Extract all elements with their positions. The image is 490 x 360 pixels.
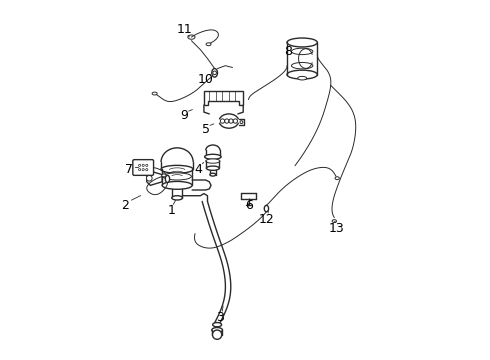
- Circle shape: [213, 330, 222, 339]
- Ellipse shape: [292, 63, 313, 69]
- Text: 7: 7: [125, 163, 133, 176]
- Ellipse shape: [162, 181, 192, 189]
- Ellipse shape: [163, 173, 192, 180]
- Ellipse shape: [172, 196, 182, 200]
- Text: 5: 5: [202, 123, 210, 136]
- Ellipse shape: [298, 76, 307, 80]
- Ellipse shape: [212, 328, 222, 333]
- Ellipse shape: [206, 159, 220, 163]
- Ellipse shape: [335, 177, 339, 180]
- Text: 12: 12: [259, 213, 274, 226]
- Ellipse shape: [287, 38, 318, 47]
- Ellipse shape: [161, 165, 193, 173]
- Text: 11: 11: [176, 23, 192, 36]
- Circle shape: [142, 168, 144, 171]
- Text: 13: 13: [328, 222, 344, 235]
- Ellipse shape: [210, 173, 216, 176]
- Ellipse shape: [332, 220, 337, 222]
- FancyBboxPatch shape: [133, 159, 153, 175]
- Ellipse shape: [152, 92, 157, 95]
- Ellipse shape: [206, 43, 211, 46]
- Ellipse shape: [292, 48, 313, 55]
- Ellipse shape: [287, 70, 318, 79]
- Ellipse shape: [264, 205, 269, 212]
- Text: 1: 1: [168, 204, 176, 217]
- Ellipse shape: [188, 35, 195, 39]
- Ellipse shape: [205, 154, 221, 159]
- Ellipse shape: [213, 323, 221, 327]
- Text: 8: 8: [284, 45, 292, 58]
- Circle shape: [240, 121, 243, 123]
- Ellipse shape: [165, 175, 170, 183]
- Text: 10: 10: [198, 73, 214, 86]
- Circle shape: [147, 175, 152, 181]
- Text: 9: 9: [180, 109, 188, 122]
- Circle shape: [139, 168, 141, 171]
- Circle shape: [146, 164, 148, 166]
- Text: 4: 4: [195, 163, 202, 176]
- Ellipse shape: [206, 166, 220, 170]
- Ellipse shape: [162, 174, 166, 177]
- Circle shape: [139, 164, 141, 166]
- Ellipse shape: [213, 71, 217, 75]
- Circle shape: [142, 164, 144, 166]
- Text: 3: 3: [216, 311, 224, 324]
- Text: 6: 6: [245, 198, 252, 212]
- Text: 2: 2: [122, 198, 129, 212]
- Ellipse shape: [212, 68, 218, 77]
- Circle shape: [146, 168, 148, 171]
